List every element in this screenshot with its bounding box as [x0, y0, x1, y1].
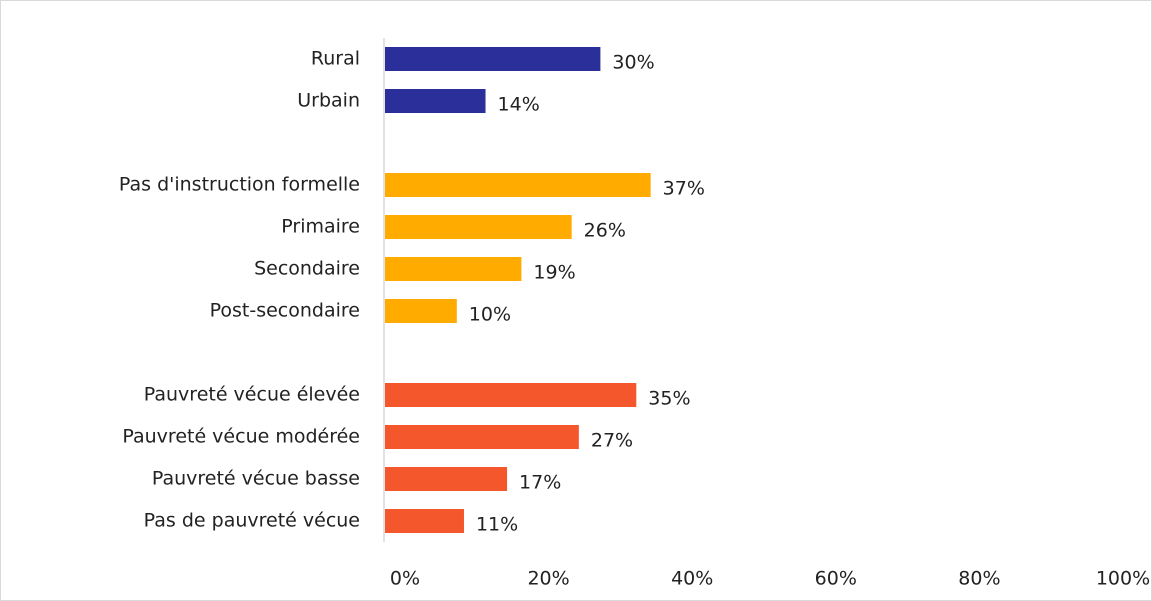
bar — [385, 47, 601, 71]
x-tick-label: 60% — [815, 568, 857, 590]
value-label: 17% — [519, 472, 561, 494]
value-label: 10% — [469, 304, 511, 326]
y-tick-label: Post-secondaire — [210, 300, 360, 322]
y-tick-label: Rural — [311, 48, 360, 70]
bar — [385, 383, 637, 407]
x-tick-label: 80% — [958, 568, 1000, 590]
y-tick-label: Pauvreté vécue basse — [152, 468, 360, 490]
bar — [385, 425, 579, 449]
x-tick-label: 100% — [1096, 568, 1150, 590]
value-label: 35% — [648, 388, 690, 410]
bar — [385, 215, 572, 239]
y-tick-label: Pas d'instruction formelle — [119, 174, 360, 196]
y-tick-label: Pauvreté vécue modérée — [122, 426, 360, 448]
value-label: 27% — [591, 430, 633, 452]
bar — [385, 299, 457, 323]
x-tick-label: 20% — [527, 568, 569, 590]
bar — [385, 89, 486, 113]
value-label: 30% — [612, 52, 654, 74]
y-tick-label: Primaire — [281, 216, 360, 238]
y-tick-label: Pauvreté vécue élevée — [144, 384, 360, 406]
value-label: 14% — [498, 94, 540, 116]
y-tick-label: Pas de pauvreté vécue — [144, 510, 360, 532]
y-tick-label: Urbain — [297, 90, 360, 112]
value-label: 26% — [584, 220, 626, 242]
x-tick-label: 0% — [390, 568, 420, 590]
bar — [385, 257, 522, 281]
value-label: 37% — [663, 178, 705, 200]
x-tick-label: 40% — [671, 568, 713, 590]
value-label: 19% — [533, 262, 575, 284]
bar — [385, 509, 464, 533]
bar — [385, 467, 508, 491]
value-label: 11% — [476, 514, 518, 536]
bar — [385, 173, 651, 197]
y-tick-label: Secondaire — [254, 258, 360, 280]
